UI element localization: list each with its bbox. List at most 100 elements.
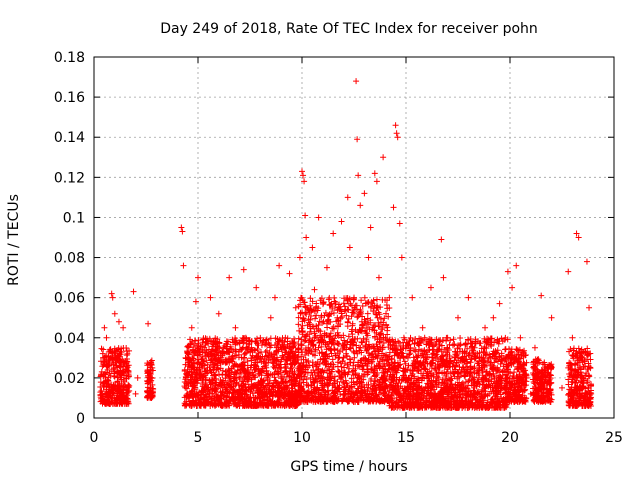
- data-point: [373, 178, 380, 185]
- data-point: [303, 234, 310, 241]
- data-point: [455, 314, 461, 321]
- data-point: [475, 374, 482, 381]
- data-point: [113, 384, 120, 391]
- data-point: [207, 294, 214, 301]
- axis-ticks: 0 0.02 0.04 0.06 0.08 0.1 0.12 0.14 0.16 0.18 0 5 10…: [54, 50, 623, 446]
- data-point: [236, 390, 243, 397]
- chart-title: Day 249 of 2018, Rate Of TEC Index for r…: [160, 21, 538, 37]
- data-point: [108, 290, 115, 297]
- data-point: [344, 194, 351, 201]
- data-point: [338, 218, 345, 225]
- data-point: [271, 294, 278, 301]
- data-point: [486, 390, 493, 397]
- data-point: [219, 378, 226, 385]
- data-point: [300, 172, 307, 179]
- data-point: [184, 390, 191, 397]
- data-point: [423, 354, 430, 361]
- data-point: [565, 268, 572, 275]
- data-point: [315, 214, 322, 221]
- y-axis-title: ROTI / TECUs: [6, 194, 22, 286]
- data-point: [378, 354, 385, 361]
- data-point: [118, 370, 125, 377]
- data-point: [359, 324, 366, 331]
- data-point: [257, 354, 264, 361]
- data-point: [147, 384, 154, 391]
- data-point: [179, 228, 186, 235]
- data-point: [354, 136, 361, 143]
- data-point: [375, 274, 382, 281]
- data-point: [195, 274, 201, 281]
- data-point: [482, 324, 489, 331]
- data-point: [409, 294, 416, 301]
- data-point: [434, 374, 441, 381]
- data-point: [419, 324, 426, 331]
- data-point: [542, 364, 549, 371]
- data-point: [309, 244, 316, 251]
- data-point: [253, 284, 260, 291]
- data-point: [192, 298, 199, 305]
- x-tick-label: 0: [90, 430, 99, 446]
- data-point: [579, 354, 586, 361]
- data-point: [569, 334, 576, 341]
- data-point: [465, 294, 472, 301]
- y-tick-label: 0.02: [54, 371, 85, 387]
- data-point: [440, 274, 447, 281]
- data-point: [261, 384, 268, 391]
- data-point: [99, 390, 106, 397]
- data-point: [583, 258, 590, 265]
- data-point: [107, 354, 114, 361]
- data-point: [351, 294, 357, 301]
- data-point: [490, 314, 497, 321]
- plot-frame: [93, 56, 615, 419]
- x-axis-title: GPS time / hours: [290, 459, 407, 475]
- data-point: [292, 304, 299, 311]
- data-point: [288, 390, 295, 397]
- data-point: [178, 224, 185, 231]
- x-tick-label: 10: [293, 430, 311, 446]
- data-point: [101, 324, 108, 331]
- data-point: [588, 390, 595, 397]
- data-point: [509, 284, 516, 291]
- data-point: [353, 78, 360, 85]
- data-point: [450, 384, 457, 391]
- data-point: [205, 384, 212, 391]
- data-point: [282, 334, 289, 341]
- data-point: [228, 354, 235, 361]
- y-tick-label: 0.1: [63, 210, 85, 226]
- data-point: [496, 300, 503, 307]
- data-point: [517, 334, 524, 341]
- data-point: [513, 262, 520, 269]
- data-point: [403, 374, 409, 381]
- data-point: [296, 254, 303, 261]
- data-point: [504, 268, 511, 275]
- y-tick-label: 0.16: [54, 90, 85, 106]
- data-point: [115, 318, 122, 325]
- gridlines: [94, 57, 614, 418]
- data-point: [301, 178, 308, 185]
- data-points: [97, 78, 595, 411]
- y-tick-label: 0.18: [54, 50, 85, 66]
- data-point: [311, 286, 318, 293]
- data-point: [523, 374, 530, 381]
- dense-point-cloud: [97, 294, 595, 411]
- data-point: [102, 374, 109, 381]
- data-point: [226, 274, 233, 281]
- y-tick-label: 0.14: [54, 130, 85, 146]
- data-point: [240, 266, 247, 273]
- data-point: [267, 314, 274, 321]
- x-tick-label: 25: [605, 430, 623, 446]
- data-point: [319, 374, 326, 381]
- data-point: [330, 230, 337, 237]
- data-point: [188, 324, 195, 331]
- data-point: [531, 344, 538, 351]
- data-point: [109, 294, 116, 301]
- data-point: [444, 334, 451, 341]
- data-point: [105, 378, 112, 385]
- data-point: [398, 254, 405, 261]
- data-point: [527, 390, 534, 397]
- y-tick-label: 0.06: [54, 291, 85, 307]
- data-point: [299, 168, 305, 175]
- data-point: [361, 190, 368, 197]
- y-tick-label: 0: [76, 411, 85, 427]
